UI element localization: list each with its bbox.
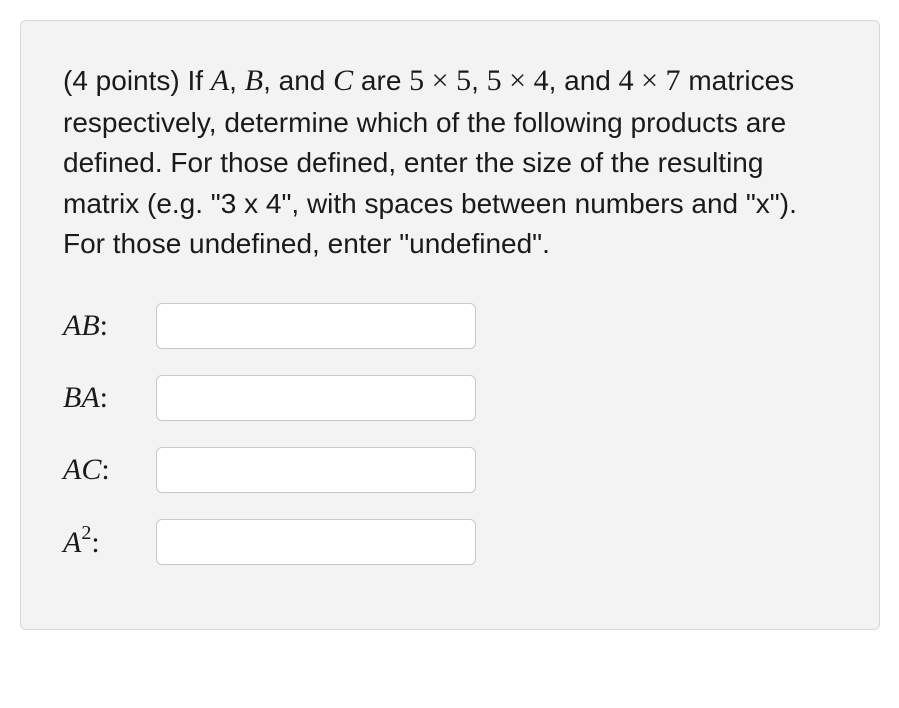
label-ab-a: A xyxy=(63,309,81,342)
label-ba-b: A xyxy=(81,381,99,414)
label-ac: AC: xyxy=(63,453,138,487)
question-text: (4 points) If A, B, and C are 5 × 5, 5 ×… xyxy=(63,59,837,265)
dim1: 5 × 5 xyxy=(409,64,471,97)
label-a2-colon: : xyxy=(91,526,99,559)
label-ba-colon: : xyxy=(100,381,108,414)
dim2: 5 × 4 xyxy=(487,64,549,97)
var-b: B xyxy=(245,64,263,97)
input-ab[interactable] xyxy=(156,303,476,349)
label-a2-exp: 2 xyxy=(81,522,91,544)
sep1: , xyxy=(229,65,245,96)
sep3: , xyxy=(471,65,487,96)
var-a: A xyxy=(211,64,229,97)
answer-row-a2: A2: xyxy=(63,519,837,565)
label-ac-a: A xyxy=(63,453,81,486)
label-ab-b: B xyxy=(81,309,99,342)
answer-row-ab: AB: xyxy=(63,303,837,349)
label-ba-a: B xyxy=(63,381,81,414)
label-ab-colon: : xyxy=(100,309,108,342)
label-ac-colon: : xyxy=(101,453,109,486)
sep4: , and xyxy=(549,65,619,96)
answer-row-ba: BA: xyxy=(63,375,837,421)
label-a2-a: A xyxy=(63,526,81,559)
text1: are xyxy=(353,65,409,96)
answer-row-ac: AC: xyxy=(63,447,837,493)
label-a2: A2: xyxy=(63,524,138,560)
label-ac-b: C xyxy=(81,453,101,486)
input-a2[interactable] xyxy=(156,519,476,565)
input-ac[interactable] xyxy=(156,447,476,493)
label-ba: BA: xyxy=(63,381,138,415)
question-container: (4 points) If A, B, and C are 5 × 5, 5 ×… xyxy=(20,20,880,630)
var-c: C xyxy=(333,64,353,97)
input-ba[interactable] xyxy=(156,375,476,421)
label-ab: AB: xyxy=(63,309,138,343)
dim3: 4 × 7 xyxy=(619,64,681,97)
points-prefix: (4 points) If xyxy=(63,65,211,96)
sep2: , and xyxy=(263,65,333,96)
